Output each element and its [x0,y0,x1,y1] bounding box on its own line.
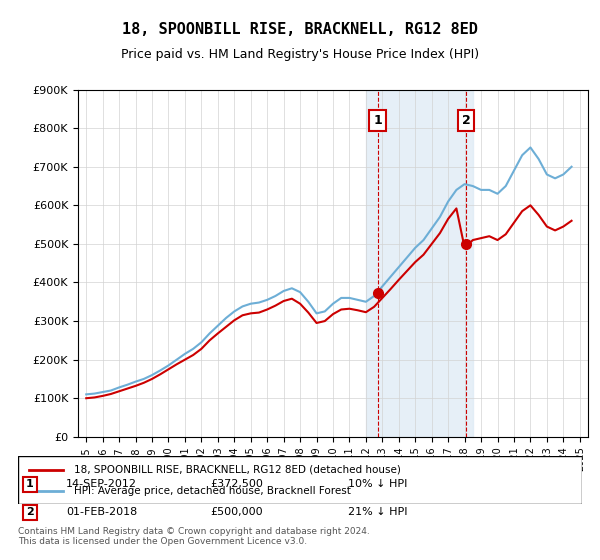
FancyBboxPatch shape [18,456,582,504]
Text: 1: 1 [373,114,382,127]
Text: Contains HM Land Registry data © Crown copyright and database right 2024.
This d: Contains HM Land Registry data © Crown c… [18,526,370,546]
Text: 18, SPOONBILL RISE, BRACKNELL, RG12 8ED (detached house): 18, SPOONBILL RISE, BRACKNELL, RG12 8ED … [74,465,401,475]
Text: £500,000: £500,000 [210,507,263,517]
Text: Price paid vs. HM Land Registry's House Price Index (HPI): Price paid vs. HM Land Registry's House … [121,48,479,60]
Bar [366,90,473,437]
Text: 1: 1 [26,479,34,489]
Text: 2: 2 [461,114,470,127]
Text: HPI: Average price, detached house, Bracknell Forest: HPI: Average price, detached house, Brac… [74,486,351,496]
Text: 10% ↓ HPI: 10% ↓ HPI [348,479,407,489]
Text: 14-SEP-2012: 14-SEP-2012 [66,479,137,489]
Text: £372,500: £372,500 [210,479,263,489]
Text: 2: 2 [26,507,34,517]
Text: 21% ↓ HPI: 21% ↓ HPI [348,507,407,517]
Text: 18, SPOONBILL RISE, BRACKNELL, RG12 8ED: 18, SPOONBILL RISE, BRACKNELL, RG12 8ED [122,22,478,38]
Text: 01-FEB-2018: 01-FEB-2018 [66,507,137,517]
